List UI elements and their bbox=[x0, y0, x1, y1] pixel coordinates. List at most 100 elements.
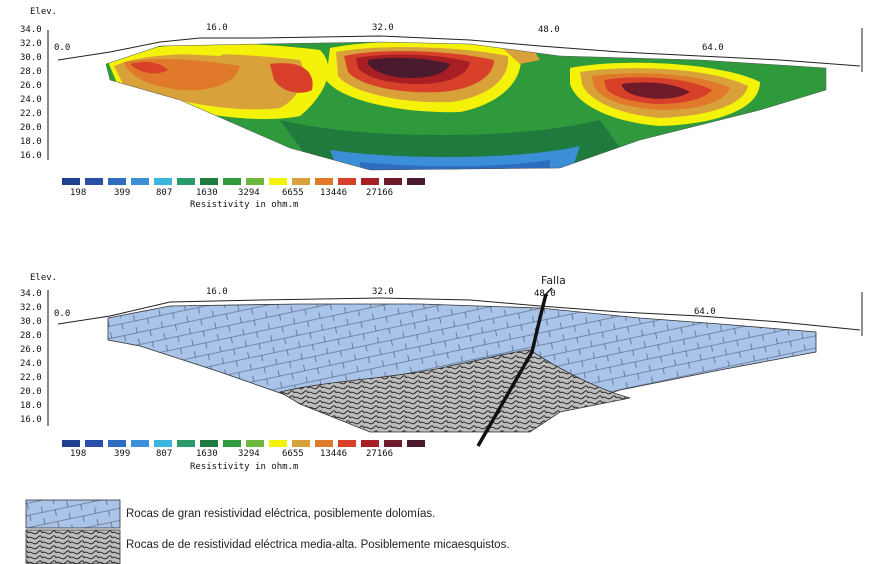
top-scale-value: 27166 bbox=[366, 188, 393, 198]
top-y-tick: 24.0 bbox=[20, 95, 42, 105]
bottom-y-tick: 30.0 bbox=[20, 317, 42, 327]
top-x-axis: 0.0 16.0 32.0 48.0 64.0 bbox=[54, 23, 724, 53]
bottom-scale-value: 198 bbox=[70, 449, 86, 459]
top-contour-field bbox=[106, 42, 826, 170]
bottom-x-tick: 16.0 bbox=[206, 287, 228, 297]
scale-swatch bbox=[223, 178, 241, 185]
top-scale-value: 13446 bbox=[320, 188, 347, 198]
scale-swatch bbox=[131, 440, 149, 447]
top-y-tick: 18.0 bbox=[20, 137, 42, 147]
top-x-tick: 0.0 bbox=[54, 43, 70, 53]
legend-text-micaschist: Rocas de de resistividad eléctrica media… bbox=[126, 539, 510, 551]
bottom-y-tick: 16.0 bbox=[20, 415, 42, 425]
bottom-y-tick: 32.0 bbox=[20, 303, 42, 313]
bottom-y-tick: 28.0 bbox=[20, 331, 42, 341]
top-y-axis: 34.0 32.0 30.0 28.0 26.0 24.0 22.0 20.0 … bbox=[20, 25, 49, 161]
lithology-legend bbox=[25, 499, 121, 564]
top-scale-value: 198 bbox=[70, 188, 86, 198]
scale-swatch bbox=[223, 440, 241, 447]
bottom-y-tick: 24.0 bbox=[20, 359, 42, 369]
top-x-tick: 64.0 bbox=[702, 43, 724, 53]
top-elev-label: Elev. bbox=[30, 7, 57, 17]
scale-swatch bbox=[85, 178, 103, 185]
scale-swatch bbox=[269, 440, 287, 447]
bottom-x-tick: 64.0 bbox=[694, 307, 716, 317]
fault-line bbox=[476, 293, 548, 447]
legend-swatch-micaschist bbox=[25, 529, 121, 564]
scale-swatch bbox=[200, 440, 218, 447]
scale-swatch bbox=[315, 440, 333, 447]
top-y-tick: 32.0 bbox=[20, 39, 42, 49]
scale-swatch bbox=[62, 178, 80, 185]
fault-label: Falla bbox=[541, 274, 566, 287]
bottom-topography-line bbox=[57, 297, 861, 331]
scale-swatch bbox=[62, 440, 80, 447]
scale-swatch bbox=[154, 440, 172, 447]
scale-swatch bbox=[246, 178, 264, 185]
scale-swatch bbox=[292, 440, 310, 447]
top-resistivity-section: Elev. 34.0 32.0 30.0 28.0 26.0 24.0 22.0… bbox=[20, 7, 863, 210]
scale-swatch bbox=[292, 178, 310, 185]
bottom-y-tick: 20.0 bbox=[20, 387, 42, 397]
top-color-scale bbox=[62, 178, 425, 185]
top-x-tick: 32.0 bbox=[372, 23, 394, 33]
scale-swatch bbox=[154, 178, 172, 185]
bottom-scale-value: 3294 bbox=[238, 449, 260, 459]
scale-swatch bbox=[315, 178, 333, 185]
scale-swatch bbox=[108, 178, 126, 185]
scale-swatch bbox=[338, 440, 356, 447]
scale-swatch bbox=[177, 440, 195, 447]
bottom-scale-value: 27166 bbox=[366, 449, 393, 459]
bottom-scale-value: 6655 bbox=[282, 449, 304, 459]
bottom-x-tick: 32.0 bbox=[372, 287, 394, 297]
top-scale-value: 399 bbox=[114, 188, 130, 198]
scale-swatch bbox=[407, 440, 425, 447]
top-topography-line bbox=[57, 35, 861, 67]
bottom-elev-label: Elev. bbox=[30, 273, 57, 283]
bottom-color-scale bbox=[62, 440, 425, 447]
top-y-tick: 16.0 bbox=[20, 151, 42, 161]
scale-swatch bbox=[338, 178, 356, 185]
top-y-tick: 20.0 bbox=[20, 123, 42, 133]
top-y-tick: 28.0 bbox=[20, 67, 42, 77]
bottom-scale-value: 807 bbox=[156, 449, 172, 459]
top-scale-value: 6655 bbox=[282, 188, 304, 198]
scale-swatch bbox=[131, 178, 149, 185]
top-scale-value: 807 bbox=[156, 188, 172, 198]
scale-swatch bbox=[85, 440, 103, 447]
bottom-scale-value: 1630 bbox=[196, 449, 218, 459]
top-y-tick: 22.0 bbox=[20, 109, 42, 119]
scale-swatch bbox=[200, 178, 218, 185]
top-y-tick: 34.0 bbox=[20, 25, 42, 35]
legend-swatch-dolomite bbox=[25, 499, 121, 529]
top-scale-value: 3294 bbox=[238, 188, 260, 198]
top-scale-values: 198 399 807 1630 3294 6655 13446 27166 bbox=[70, 188, 393, 198]
bottom-scale-values: 198 399 807 1630 3294 6655 13446 27166 bbox=[70, 449, 393, 459]
bottom-y-tick: 34.0 bbox=[20, 289, 42, 299]
scale-swatch bbox=[361, 178, 379, 185]
bottom-x-tick: 0.0 bbox=[54, 309, 70, 319]
top-scale-caption: Resistivity in ohm.m bbox=[190, 200, 298, 210]
bottom-interpreted-section: Elev. 34.0 32.0 30.0 28.0 26.0 24.0 22.0… bbox=[20, 273, 863, 472]
top-x-tick: 48.0 bbox=[538, 25, 560, 35]
legend-text-dolomite: Rocas de gran resistividad eléctrica, po… bbox=[126, 508, 436, 520]
micaschist-unit bbox=[278, 349, 631, 433]
scale-swatch bbox=[361, 440, 379, 447]
scale-swatch bbox=[407, 178, 425, 185]
bottom-y-tick: 18.0 bbox=[20, 401, 42, 411]
bottom-scale-value: 399 bbox=[114, 449, 130, 459]
scale-swatch bbox=[177, 178, 195, 185]
scale-swatch bbox=[246, 440, 264, 447]
top-x-tick: 16.0 bbox=[206, 23, 228, 33]
bottom-y-tick: 22.0 bbox=[20, 373, 42, 383]
scale-swatch bbox=[384, 440, 402, 447]
top-y-tick: 30.0 bbox=[20, 53, 42, 63]
scale-swatch bbox=[269, 178, 287, 185]
scale-swatch bbox=[384, 178, 402, 185]
bottom-scale-value: 13446 bbox=[320, 449, 347, 459]
top-y-tick: 26.0 bbox=[20, 81, 42, 91]
bottom-y-axis: 34.0 32.0 30.0 28.0 26.0 24.0 22.0 20.0 … bbox=[20, 289, 49, 426]
top-scale-value: 1630 bbox=[196, 188, 218, 198]
scale-swatch bbox=[108, 440, 126, 447]
